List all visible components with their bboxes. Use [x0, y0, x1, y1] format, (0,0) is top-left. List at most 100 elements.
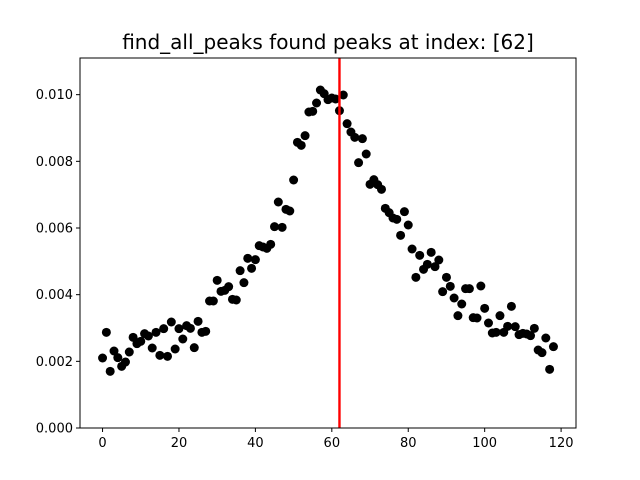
data-point [357, 134, 367, 144]
data-point [545, 364, 555, 374]
data-point [541, 333, 551, 343]
data-point [506, 301, 516, 311]
data-point [247, 263, 257, 273]
x-tick-label: 40 [247, 436, 264, 451]
x-tick-label: 0 [98, 436, 106, 451]
data-points [98, 85, 558, 376]
data-point [438, 287, 448, 297]
data-point [411, 272, 421, 282]
data-point [170, 344, 180, 354]
data-point [491, 327, 501, 337]
data-point [434, 255, 444, 265]
data-point [151, 327, 161, 337]
data-point [392, 214, 402, 224]
data-point [270, 222, 279, 232]
data-point [445, 281, 455, 291]
data-point [495, 311, 505, 321]
y-tick-label: 0.000 [36, 422, 73, 437]
data-point [483, 318, 493, 328]
data-point [224, 282, 234, 292]
y-tick-label: 0.006 [36, 222, 73, 237]
data-point [472, 313, 482, 323]
data-point [399, 207, 409, 217]
data-point [361, 149, 371, 159]
data-point [449, 293, 459, 303]
data-point [266, 239, 276, 249]
data-point [300, 131, 310, 141]
data-point [526, 331, 536, 341]
data-point [426, 247, 436, 257]
data-point [193, 316, 203, 326]
data-point [159, 324, 169, 334]
data-point [441, 272, 451, 282]
data-point [136, 336, 146, 346]
data-point [185, 323, 195, 333]
data-point [189, 343, 199, 353]
data-point [396, 230, 406, 240]
data-point [166, 317, 176, 327]
data-point [537, 348, 547, 358]
data-point [178, 334, 188, 344]
data-point [143, 331, 153, 341]
data-point [174, 324, 184, 334]
data-point [147, 343, 157, 353]
data-point [231, 295, 241, 305]
data-point [289, 175, 299, 185]
y-axis: 0.000 0.002 0.004 0.006 0.008 0.010 [36, 88, 80, 437]
data-point [354, 158, 364, 168]
data-point [312, 98, 322, 108]
data-point [480, 303, 490, 313]
data-point [476, 281, 486, 291]
data-point [308, 106, 318, 116]
data-point [101, 327, 111, 337]
data-point [296, 140, 306, 150]
data-point [239, 278, 249, 288]
data-point [377, 184, 386, 194]
data-point [338, 90, 348, 100]
data-point [342, 119, 352, 129]
chart-title: find_all_peaks found peaks at index: [62… [122, 30, 534, 54]
data-point [109, 346, 119, 356]
data-point [453, 311, 463, 321]
data-point [155, 350, 165, 360]
data-point [124, 347, 134, 357]
data-point [120, 357, 130, 367]
data-point [250, 255, 260, 265]
data-point [113, 353, 123, 363]
data-point [201, 326, 211, 336]
data-point [529, 323, 539, 333]
y-tick-label: 0.002 [36, 355, 73, 370]
data-point [243, 253, 253, 263]
data-point [430, 262, 440, 272]
x-tick-label: 100 [472, 436, 497, 451]
data-point [510, 322, 520, 332]
x-tick-label: 80 [400, 436, 417, 451]
data-point [212, 275, 222, 285]
data-point [415, 250, 425, 260]
data-point [105, 366, 115, 376]
data-point [503, 321, 513, 331]
y-tick-label: 0.004 [36, 288, 73, 303]
x-tick-label: 20 [171, 436, 188, 451]
data-point [350, 132, 360, 142]
data-point [548, 342, 558, 352]
data-point [403, 220, 413, 230]
y-tick-label: 0.008 [36, 155, 73, 170]
data-point [422, 259, 432, 269]
x-tick-label: 60 [324, 436, 341, 451]
x-axis: 0 20 40 60 80 100 120 [98, 428, 574, 451]
data-point [235, 266, 245, 276]
data-point [163, 351, 173, 361]
data-point [457, 299, 467, 309]
data-point [273, 197, 283, 207]
x-tick-label: 120 [549, 436, 574, 451]
data-point [208, 296, 218, 306]
data-point [285, 206, 295, 216]
data-point [277, 222, 287, 232]
data-point [464, 284, 474, 294]
data-point [98, 353, 108, 363]
data-point [407, 244, 417, 254]
y-tick-label: 0.010 [36, 88, 73, 103]
axes-frame [79, 57, 577, 429]
